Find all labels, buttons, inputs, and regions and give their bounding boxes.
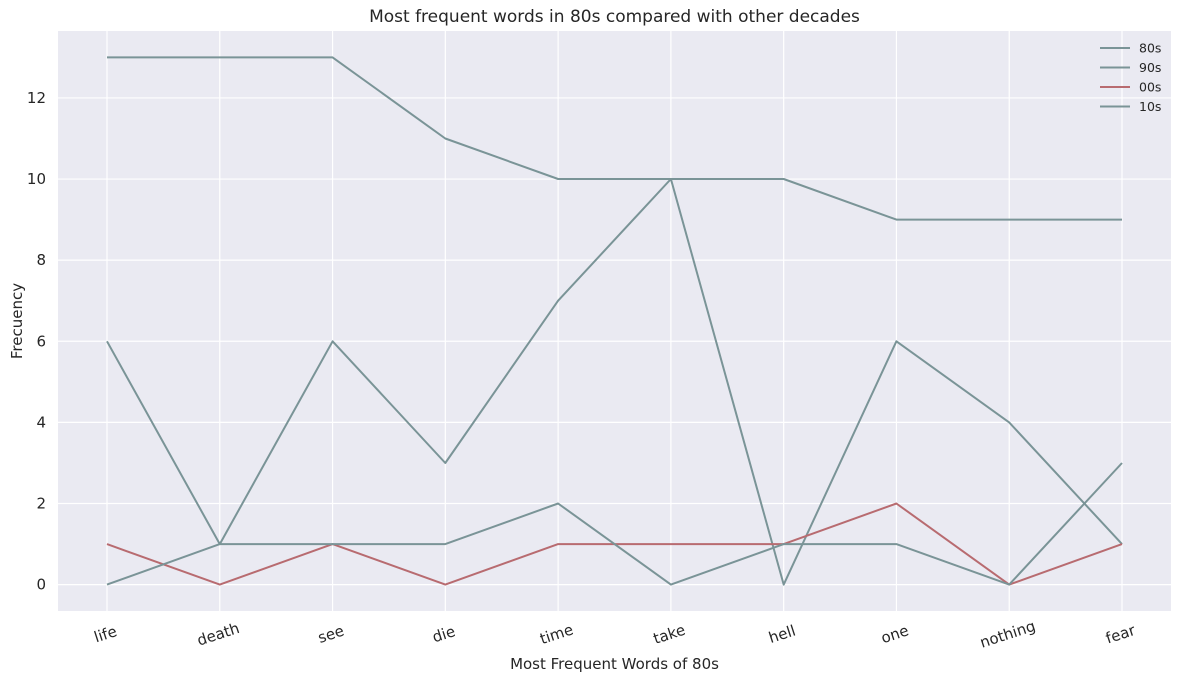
x-tick-label: nothing xyxy=(978,617,1038,652)
series-line-90s xyxy=(106,178,1123,586)
y-tick-label: 12 xyxy=(27,89,46,107)
x-tick-label: life xyxy=(92,622,119,646)
x-tick-label: fear xyxy=(1103,621,1138,648)
y-axis-label: Frecuency xyxy=(8,283,26,359)
x-tick-label: hell xyxy=(766,622,797,647)
x-tick-label: death xyxy=(195,619,242,650)
plot-area xyxy=(58,31,1171,611)
y-tick-label: 2 xyxy=(36,495,46,513)
y-tick-label: 0 xyxy=(36,576,46,594)
legend-label: 00s xyxy=(1139,80,1161,95)
y-tick-label: 8 xyxy=(36,251,46,269)
x-tick-label: see xyxy=(316,622,347,647)
legend-label: 10s xyxy=(1139,99,1161,114)
series-line-80s xyxy=(107,56,1122,221)
chart-title: Most frequent words in 80s compared with… xyxy=(369,7,860,27)
y-tick-label: 6 xyxy=(36,332,46,350)
x-tick-labels: life death see die time take hell one nothing fea… xyxy=(92,617,1138,652)
x-gridlines xyxy=(106,31,1123,611)
x-tick-label: die xyxy=(430,622,457,646)
y-tick-label: 10 xyxy=(27,170,46,188)
legend-label: 80s xyxy=(1139,41,1161,56)
y-tick-label: 4 xyxy=(36,413,46,431)
legend-label: 90s xyxy=(1139,60,1161,75)
legend: 80s 90s 00s 10s xyxy=(1100,41,1161,114)
x-tick-label: take xyxy=(651,621,687,648)
x-tick-label: time xyxy=(538,620,576,648)
y-tick-labels: 0 2 4 6 8 10 12 xyxy=(27,89,46,594)
series-line-10s xyxy=(106,462,1123,586)
x-tick-label: one xyxy=(879,621,911,647)
series-lines xyxy=(106,56,1123,586)
x-axis-label: Most Frequent Words of 80s xyxy=(510,655,719,673)
